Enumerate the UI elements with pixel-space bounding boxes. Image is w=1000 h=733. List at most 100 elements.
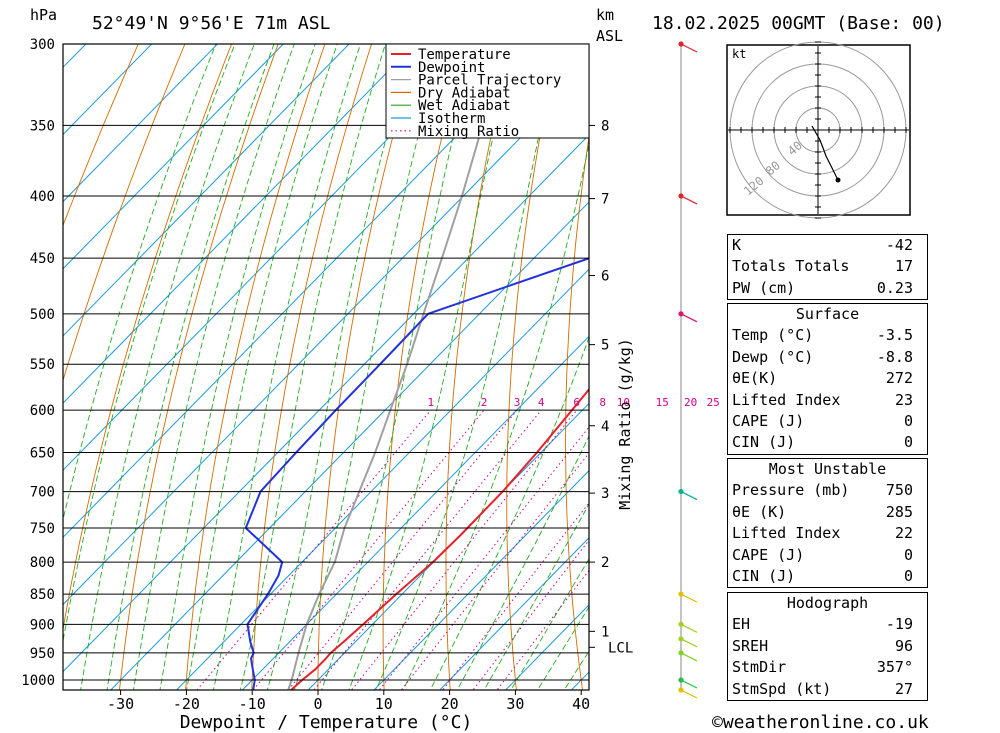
row-label: Lifted Index: [732, 390, 841, 409]
height-tick-label: 6: [601, 269, 609, 285]
dry-adiabat-line: [119, 44, 279, 690]
row-label: StmDir: [732, 658, 787, 677]
isotherm-line: [63, 134, 589, 673]
dry-adiabat-line: [565, 133, 589, 690]
dry-adiabat-line: [678, 8, 720, 711]
wind-barb: [680, 652, 698, 662]
isotherm-line: [63, 44, 416, 404]
wet-adiabat-line: [456, 434, 589, 690]
dry-adiabat-line: [251, 44, 372, 690]
height-tick-label: 8: [601, 118, 609, 134]
indices-table: K -42 Totals Totals 17 PW (cm) 0.23: [727, 234, 928, 301]
dry-adiabat-line: [506, 44, 559, 690]
table-row: CIN (J) 0: [728, 432, 927, 453]
dewpoint-line: [244, 256, 589, 690]
pressure-tick-label: 650: [30, 445, 55, 461]
table-row: Totals Totals 17: [728, 256, 927, 277]
isotherm-line: [63, 44, 87, 69]
temperature-tick-label: 0: [313, 695, 322, 713]
wet-adiabat-line: [63, 44, 217, 522]
height-tick-label: 3: [601, 486, 609, 502]
run-datetime: 18.02.2025 00GMT (Base: 00): [652, 13, 945, 34]
pressure-tick-label: 700: [30, 485, 55, 501]
table-title: Hodograph: [786, 594, 869, 612]
table-row: CAPE (J) 0: [728, 411, 927, 432]
most-unstable-table: Most Unstable Pressure (mb) 750 θE (K) 285 Li…: [727, 458, 928, 589]
row-value: 96: [894, 636, 913, 655]
table-row: CIN (J) 0: [728, 566, 927, 587]
isotherm-line: [110, 201, 589, 690]
isotherm-line: [439, 537, 589, 690]
dry-adiabat-line: [931, 8, 1000, 711]
isotherm-line: [307, 402, 589, 690]
parcel-trajectory-line: [287, 44, 505, 690]
pressure-tick-label: 900: [30, 617, 55, 633]
mixing-ratio-line: [196, 409, 432, 690]
pressure-tick-label: 300: [30, 37, 55, 53]
temperature-tick-label: 40: [572, 695, 590, 713]
wet-adiabat-line: [106, 44, 275, 690]
wind-barb: [680, 623, 698, 633]
table-row: SREH 96: [728, 636, 927, 657]
table-title: Most Unstable: [768, 460, 887, 478]
dry-adiabat-line: [382, 44, 466, 690]
mixing-ratio-line: [252, 409, 485, 690]
isotherm-line: [175, 268, 589, 690]
row-value: 285: [885, 502, 913, 521]
row-label: CIN (J): [732, 433, 796, 452]
pressure-tick-label: 950: [30, 646, 55, 662]
height-tick-label: 7: [601, 192, 609, 208]
wet-adiabat-line: [212, 44, 361, 690]
isotherm-line: [241, 335, 589, 690]
mixing-ratio-line: [350, 409, 578, 690]
row-value: 272: [885, 369, 913, 388]
mixing-ratio-label: 20: [684, 396, 697, 409]
station-location: 52°49'N 9°56'E 71m ASL: [92, 13, 331, 34]
x-axis-title: Dewpoint / Temperature (°C): [180, 712, 473, 733]
mixing-ratio-label: 25: [707, 396, 720, 409]
table-row: StmDir 357°: [728, 657, 927, 678]
row-label: K: [732, 236, 742, 254]
dry-adiabat-line: [63, 44, 186, 382]
mixing-ratio-label: 15: [656, 396, 669, 409]
row-value: -42: [885, 236, 913, 254]
row-value: -8.8: [876, 347, 913, 366]
legend-label: Isotherm: [418, 111, 485, 127]
hodograph-trace: [811, 125, 839, 181]
row-value: -19: [885, 615, 913, 634]
row-label: Lifted Index: [732, 524, 841, 543]
lcl-label: LCL: [608, 640, 633, 656]
temperature-tick-label: -20: [173, 695, 200, 713]
row-label: θE (K): [732, 502, 787, 521]
pressure-tick-label: 750: [30, 521, 55, 537]
row-value: 0: [903, 566, 913, 585]
wind-barb: [680, 313, 698, 323]
wind-barb: [680, 638, 698, 648]
isotherm-line: [63, 44, 350, 337]
mixing-ratio-label: 8: [599, 396, 606, 409]
temperature-tick-label: -10: [239, 695, 266, 713]
row-label: Temp (°C): [732, 326, 814, 345]
table-title: Surface: [795, 305, 860, 323]
row-value: 17: [894, 257, 913, 276]
wind-barb: [680, 43, 698, 53]
row-label: Pressure (mb): [732, 481, 850, 500]
table-row: θE (K) 285: [728, 502, 927, 523]
row-label: StmSpd (kt): [732, 679, 832, 698]
row-value: 0: [903, 411, 913, 430]
table-row: Pressure (mb) 750: [728, 480, 927, 501]
table-row: EH -19: [728, 614, 927, 635]
temperature-line: [289, 387, 589, 690]
wet-adiabat-line: [375, 44, 560, 690]
pressure-tick-label: 850: [30, 587, 55, 603]
height-tick-label: 5: [601, 338, 609, 354]
pressure-tick-label: 600: [30, 403, 55, 419]
height-unit-sub-label: ASL: [596, 27, 623, 45]
mixing-ratio-line: [287, 409, 518, 690]
dry-adiabat-line: [317, 44, 419, 690]
pressure-unit-label: hPa: [30, 6, 57, 24]
mixing-ratio-line: [378, 426, 589, 690]
wet-adiabat-line: [63, 44, 236, 644]
